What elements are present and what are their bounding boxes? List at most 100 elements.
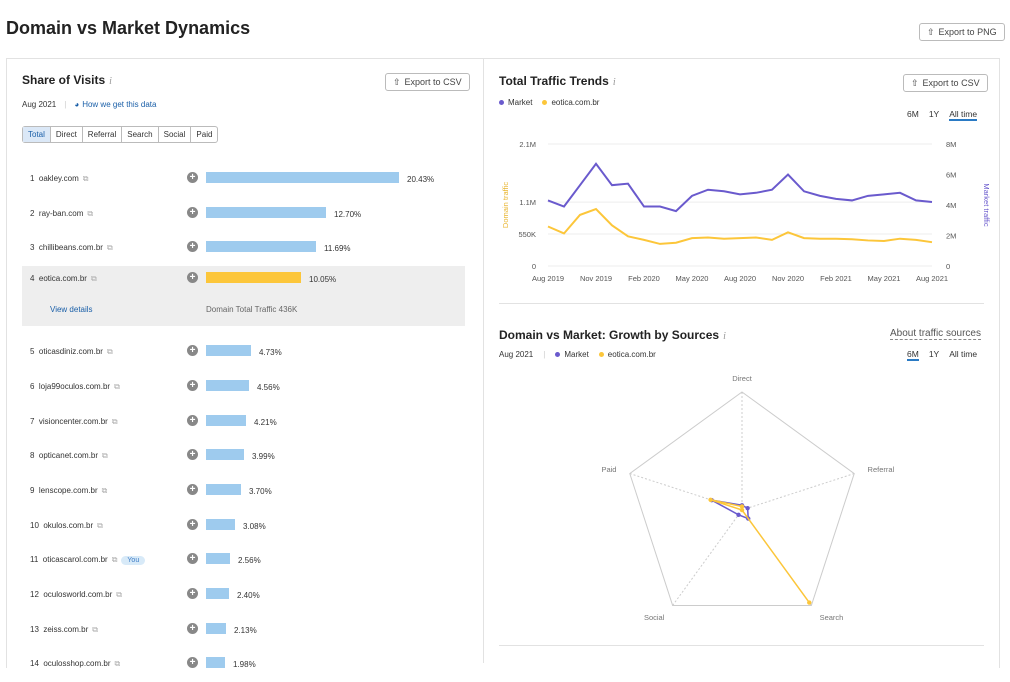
add-competitor-icon[interactable]: + xyxy=(187,172,198,183)
add-competitor-icon[interactable]: + xyxy=(187,588,198,599)
legend-label: eotica.com.br xyxy=(607,350,656,359)
add-competitor-icon[interactable]: + xyxy=(187,379,198,391)
domain-name[interactable]: 9 lenscope.com.br ⧉ xyxy=(30,486,107,496)
external-link-icon[interactable]: ⧉ xyxy=(90,274,97,284)
domain-row[interactable]: 6 loja99oculos.com.br ⧉ +4.56% xyxy=(22,370,465,405)
domain-row[interactable]: 9 lenscope.com.br ⧉ +3.70% xyxy=(22,474,465,509)
domain-name[interactable]: 8 opticanet.com.br ⧉ xyxy=(30,451,108,461)
range-6m[interactable]: 6M xyxy=(907,109,919,119)
domain-row[interactable]: 3 chillibeans.com.br ⧉ +11.69% xyxy=(22,231,465,266)
tab-direct[interactable]: Direct xyxy=(51,127,83,142)
legend-eotica[interactable]: eotica.com.br xyxy=(542,98,599,107)
add-competitor-icon[interactable]: + xyxy=(187,414,198,426)
external-link-icon[interactable]: ⧉ xyxy=(102,451,108,461)
export-csv-button[interactable]: ⇧ Export to CSV xyxy=(385,73,470,91)
external-link-icon[interactable]: ⧉ xyxy=(97,520,103,530)
range-all-time[interactable]: All time xyxy=(949,109,978,121)
right-tick-label: 4M xyxy=(946,201,956,210)
tab-total[interactable]: Total xyxy=(23,127,51,142)
domain-name[interactable]: 12 oculosworld.com.br ⧉ xyxy=(30,590,122,600)
share-subheader: Aug 2021 | ◕ How we get this data xyxy=(22,100,156,109)
domain-name[interactable]: 2 ray-ban.com ⧉ xyxy=(30,209,93,219)
domain-name[interactable]: 13 zeiss.com.br ⧉ xyxy=(30,625,98,635)
domain-row[interactable]: 8 opticanet.com.br ⧉ +3.99% xyxy=(22,439,465,474)
domain-name[interactable]: 10 okulos.com.br ⧉ xyxy=(30,521,103,531)
tab-search[interactable]: Search xyxy=(122,127,159,142)
add-competitor-icon[interactable]: + xyxy=(187,622,198,634)
left-tick-label: 550K xyxy=(518,230,536,239)
domain-row[interactable]: 10 okulos.com.br ⧉ +3.08% xyxy=(22,509,465,544)
tab-paid[interactable]: Paid xyxy=(196,130,213,139)
panel-divider xyxy=(483,58,484,663)
content-frame xyxy=(6,58,1000,668)
external-link-icon[interactable]: ⧉ xyxy=(114,381,120,391)
domain-row[interactable]: 13 zeiss.com.br ⧉ +2.13% xyxy=(22,613,465,648)
legend-market[interactable]: Market xyxy=(499,98,532,107)
about-traffic-sources-link[interactable]: About traffic sources xyxy=(890,328,981,340)
external-link-icon[interactable]: ⧉ xyxy=(87,208,94,218)
external-link-icon[interactable]: ⧉ xyxy=(114,659,121,669)
trends-export-csv-button[interactable]: ⇧ Export to CSV xyxy=(903,74,988,92)
domain-name[interactable]: 1 oakley.com ⧉ xyxy=(30,174,89,184)
external-link-icon[interactable]: ⧉ xyxy=(106,243,113,253)
tab-social[interactable]: Social xyxy=(159,127,192,142)
info-icon[interactable]: i xyxy=(612,77,616,88)
add-competitor-icon[interactable]: + xyxy=(187,518,198,530)
domain-row[interactable]: 14 oculosshop.com.br ⧉ +1.98% xyxy=(22,647,465,682)
radar-point xyxy=(708,497,713,502)
domain-name[interactable]: 14 oculosshop.com.br ⧉ xyxy=(30,659,120,669)
how-we-get-data-link[interactable]: ◕ How we get this data xyxy=(74,100,156,109)
external-link-icon[interactable]: ⧉ xyxy=(92,624,98,634)
view-details-link[interactable]: View details xyxy=(50,305,93,315)
info-icon[interactable]: i xyxy=(109,76,112,87)
range-6m[interactable]: 6M xyxy=(907,349,919,361)
range-1y[interactable]: 1Y xyxy=(928,349,940,359)
add-competitor-icon[interactable]: + xyxy=(187,345,198,357)
add-competitor-icon[interactable]: + xyxy=(187,241,198,253)
domain-name[interactable]: 6 loja99oculos.com.br ⧉ xyxy=(30,382,120,392)
external-link-icon[interactable]: ⧉ xyxy=(111,416,118,426)
trends-title: Total Traffic Trends i xyxy=(499,74,616,88)
domain-row[interactable]: 5 oticasdiniz.com.br ⧉ +4.73% xyxy=(22,335,465,370)
share-bar xyxy=(206,483,241,495)
external-link-icon[interactable]: ⧉ xyxy=(116,590,122,599)
domain-row[interactable]: 12 oculosworld.com.br ⧉ +2.40% xyxy=(22,578,465,613)
info-icon[interactable]: i xyxy=(723,331,726,342)
domain-name[interactable]: 5 oticasdiniz.com.br ⧉ xyxy=(30,347,113,357)
domain-name[interactable]: 4 eotica.com.br ⧉ xyxy=(30,274,97,284)
radar-axis-label: Paid xyxy=(601,465,616,474)
external-link-icon[interactable]: ⧉ xyxy=(106,347,113,357)
add-competitor-icon[interactable]: + xyxy=(187,553,198,565)
trends-title-text: Total Traffic Trends xyxy=(499,74,609,88)
x-tick-label: May 2020 xyxy=(676,274,709,283)
domain-row[interactable]: 4 eotica.com.br ⧉ +10.05% View details Domai… xyxy=(22,266,465,327)
add-competitor-icon[interactable]: + xyxy=(187,206,198,218)
rank: 2 xyxy=(30,208,35,218)
domain-name[interactable]: 3 chillibeans.com.br ⧉ xyxy=(30,243,113,253)
domain-row[interactable]: 7 visioncenter.com.br ⧉ +4.21% xyxy=(22,405,465,440)
legend-market[interactable]: Market xyxy=(555,350,589,359)
domain-name[interactable]: 7 visioncenter.com.br ⧉ xyxy=(30,417,118,427)
domain-name[interactable]: 11 oticascarol.com.br ⧉ You xyxy=(30,555,146,566)
export-csv-label: Export to CSV xyxy=(404,77,462,87)
share-percent: 4.21% xyxy=(254,417,277,427)
growth-title: Domain vs Market: Growth by Sources i xyxy=(499,328,726,342)
external-link-icon[interactable]: ⧉ xyxy=(82,174,89,183)
domain-row[interactable]: 2 ray-ban.com ⧉ +12.70% xyxy=(22,197,465,232)
domain-row[interactable]: 1 oakley.com ⧉ +20.43% xyxy=(22,162,465,197)
right-tick-label: 8M xyxy=(946,140,956,149)
add-competitor-icon[interactable]: + xyxy=(187,272,198,284)
tab-referral[interactable]: Referral xyxy=(83,127,123,142)
radar-axis-label: Search xyxy=(820,613,844,622)
range-all-time[interactable]: All time xyxy=(949,349,978,359)
range-1y[interactable]: 1Y xyxy=(928,109,940,119)
add-competitor-icon[interactable]: + xyxy=(187,449,198,461)
export-png-button[interactable]: ⇧ Export to PNG xyxy=(919,23,1005,41)
domain-text: okulos.com.br xyxy=(43,520,94,530)
legend-eotica[interactable]: eotica.com.br xyxy=(598,350,656,359)
share-percent: 10.05% xyxy=(309,275,337,285)
add-competitor-icon[interactable]: + xyxy=(187,483,198,495)
external-link-icon[interactable]: ⧉ xyxy=(111,555,118,565)
domain-row[interactable]: 11 oticascarol.com.br ⧉ You +2.56% xyxy=(22,543,465,578)
external-link-icon[interactable]: ⧉ xyxy=(101,485,108,495)
